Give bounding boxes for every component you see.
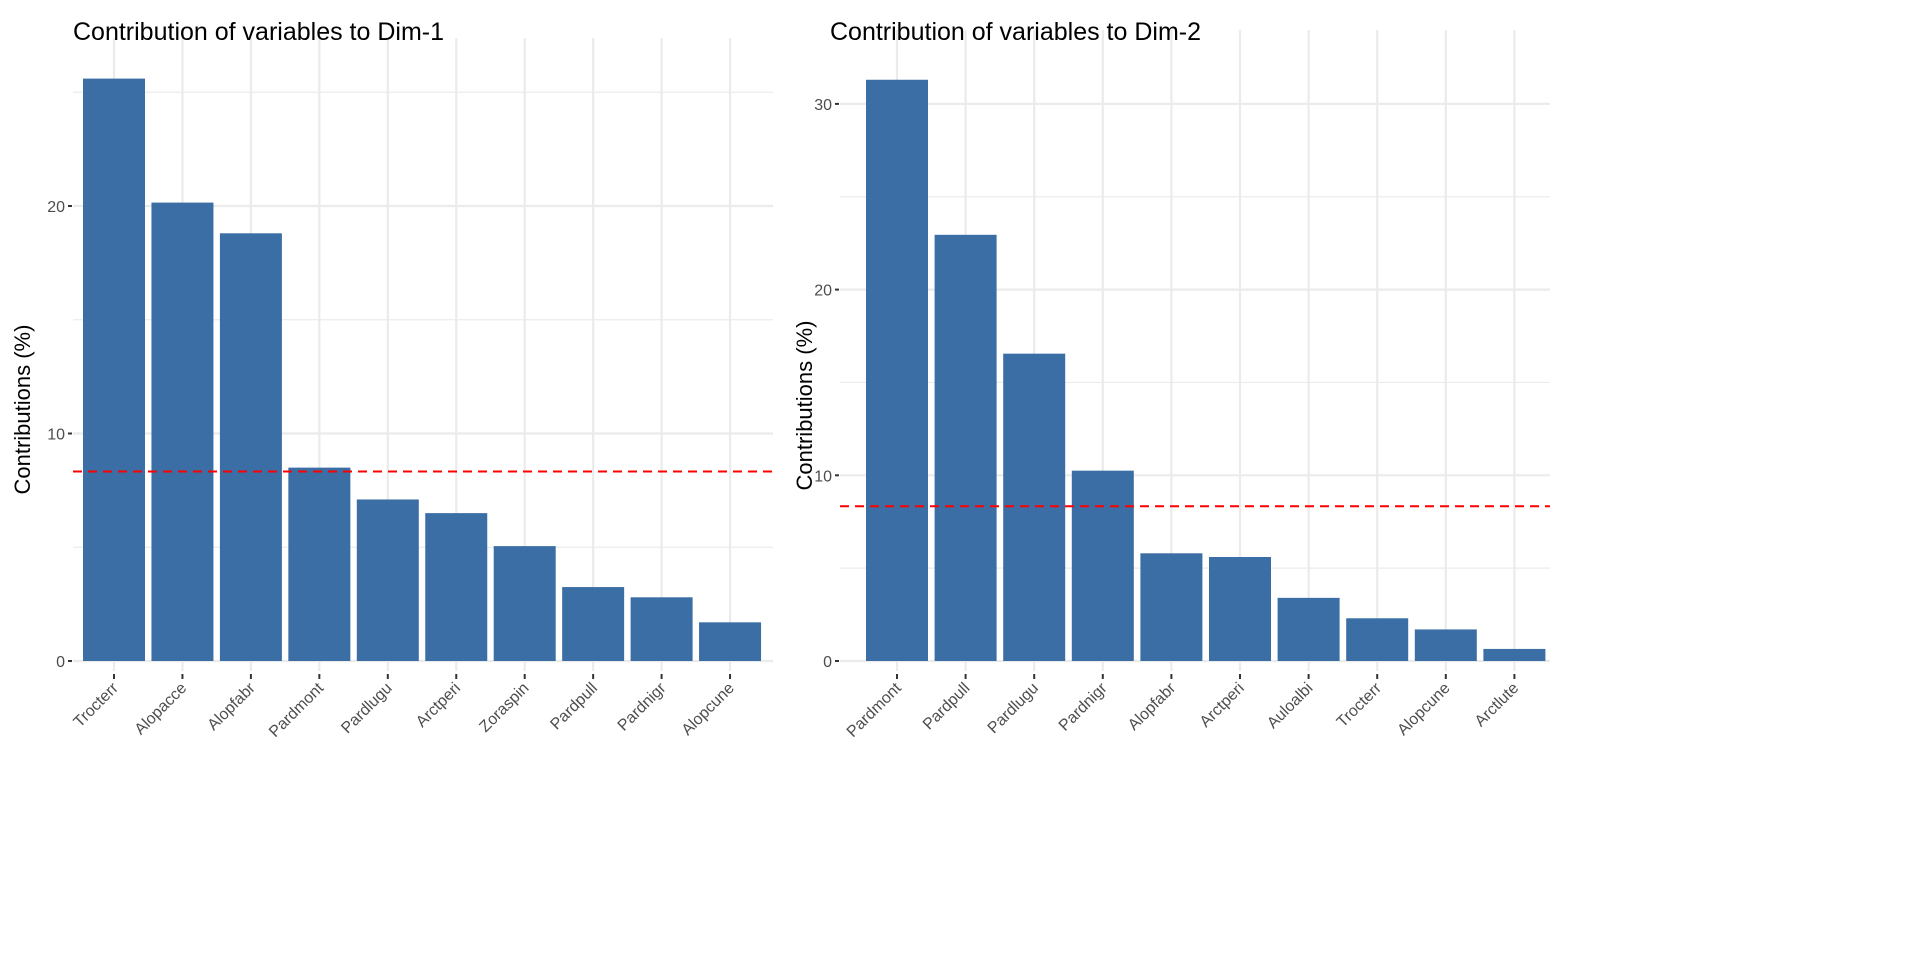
bar-pardmont bbox=[866, 79, 928, 661]
x-tick-label: Alopcune bbox=[1394, 680, 1453, 739]
x-tick-label: Pardnigr bbox=[615, 679, 670, 734]
chart-title: Contribution of variables to Dim-1 bbox=[73, 18, 444, 46]
y-tick-label: 0 bbox=[56, 654, 65, 671]
bar-alopacce bbox=[151, 202, 214, 661]
x-tick-label: Pardmont bbox=[266, 679, 327, 740]
bar-pardnigr bbox=[630, 597, 693, 661]
bar-trocterr bbox=[1346, 618, 1409, 661]
x-tick-label: Pardpull bbox=[920, 680, 974, 734]
chart-panel-2: 0 10 20 30 Pardmont Pardpull Pardlugu Pardnigr A… bbox=[792, 18, 1550, 741]
bar-arctperi bbox=[1209, 557, 1271, 661]
bar-arctperi bbox=[425, 513, 488, 661]
x-tick-label: Pardlugu bbox=[338, 680, 395, 737]
x-tick-label: Pardpull bbox=[547, 680, 601, 734]
y-tick-label: 30 bbox=[814, 97, 832, 114]
y-axis-label: Contributions (%) bbox=[10, 325, 35, 495]
y-axis-label: Contributions (%) bbox=[792, 321, 817, 491]
bar-auloalbi bbox=[1277, 597, 1340, 661]
y-tick-label: 10 bbox=[47, 427, 65, 444]
bar-pardnigr bbox=[1071, 470, 1134, 661]
bar-pardlugu bbox=[356, 499, 419, 661]
x-tick-label: Pardnigr bbox=[1056, 679, 1111, 734]
x-tick-label: Trocterr bbox=[1334, 679, 1386, 731]
y-tick-label: 10 bbox=[814, 468, 832, 485]
x-tick-label: Pardlugu bbox=[985, 680, 1042, 737]
bar-alopcune bbox=[1414, 629, 1477, 661]
bar-pardpull bbox=[934, 234, 997, 662]
bar-arctlute bbox=[1483, 648, 1546, 661]
bar-pardlugu bbox=[1003, 353, 1066, 661]
bar-pardmont bbox=[288, 467, 351, 661]
x-tick-label: Zoraspin bbox=[476, 680, 532, 736]
bar-trocterr bbox=[83, 78, 145, 662]
chart-title: Contribution of variables to Dim-2 bbox=[830, 18, 1201, 46]
y-tick-label: 20 bbox=[814, 283, 832, 300]
x-tick-label: Arctlute bbox=[1472, 680, 1522, 730]
x-tick-label: Alopacce bbox=[132, 680, 191, 739]
x-tick-label: Alopfabr bbox=[205, 679, 260, 734]
x-tick-label: Auloalbi bbox=[1264, 680, 1316, 732]
bar-zoraspin bbox=[493, 546, 556, 661]
bar-alopfabr bbox=[219, 233, 282, 662]
x-tick-label: Alopcune bbox=[679, 680, 738, 739]
x-tick-label: Arctperi bbox=[413, 680, 464, 731]
bar-alopcune bbox=[699, 622, 762, 661]
y-tick-label: 0 bbox=[823, 654, 832, 671]
x-tick-label: Trocterr bbox=[71, 679, 123, 731]
y-tick-label: 20 bbox=[47, 199, 65, 216]
bar-alopfabr bbox=[1140, 553, 1203, 661]
x-tick-label: Arctperi bbox=[1197, 680, 1248, 731]
x-tick-label: Pardmont bbox=[844, 679, 905, 740]
x-tick-label: Alopfabr bbox=[1125, 679, 1180, 734]
bar-pardpull bbox=[562, 587, 625, 661]
